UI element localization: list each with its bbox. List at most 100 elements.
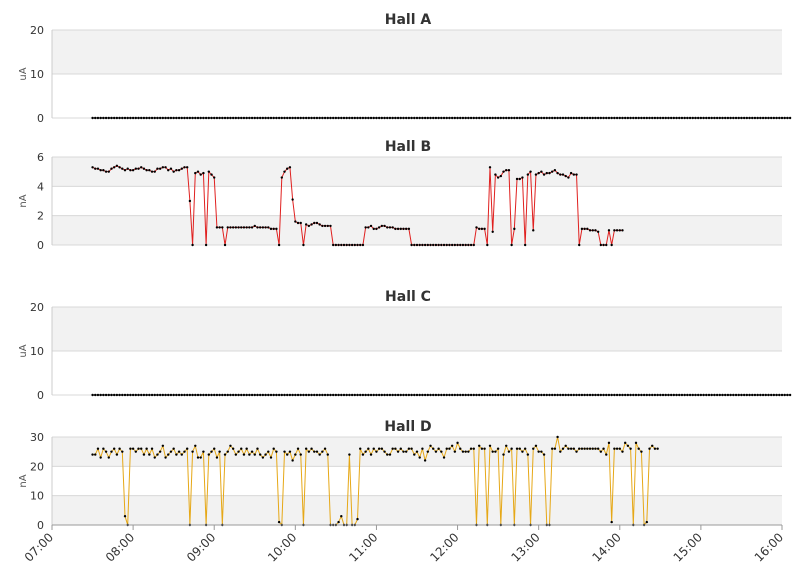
data-point xyxy=(226,116,229,120)
data-point xyxy=(418,243,421,247)
data-point xyxy=(556,393,559,397)
data-point xyxy=(356,243,359,247)
data-point xyxy=(140,116,143,120)
data-point xyxy=(753,116,757,120)
data-point xyxy=(645,393,649,397)
data-point xyxy=(550,116,554,120)
data-point xyxy=(691,393,694,397)
data-point xyxy=(153,456,156,459)
data-point xyxy=(369,393,373,397)
data-point xyxy=(602,116,605,120)
data-point xyxy=(572,393,576,397)
data-point xyxy=(96,393,100,397)
data-point xyxy=(450,444,454,447)
data-point xyxy=(169,116,173,120)
data-point xyxy=(426,450,430,453)
data-point xyxy=(464,393,467,397)
data-point xyxy=(313,450,316,453)
data-point xyxy=(632,393,635,397)
data-point xyxy=(445,393,448,397)
data-point xyxy=(778,393,781,397)
data-point xyxy=(437,447,440,450)
data-point xyxy=(172,170,175,173)
data-point xyxy=(499,116,503,120)
data-point xyxy=(361,453,365,456)
data-point xyxy=(732,393,735,397)
data-point xyxy=(167,169,170,172)
data-point xyxy=(569,447,573,450)
data-point xyxy=(542,393,546,397)
data-point xyxy=(426,393,430,397)
data-point xyxy=(505,393,508,397)
data-point xyxy=(588,393,592,397)
data-point xyxy=(567,393,570,397)
x-tick-label: 09:00 xyxy=(184,530,218,564)
data-point xyxy=(629,447,632,450)
data-point xyxy=(734,393,738,397)
data-point xyxy=(483,116,486,120)
data-point xyxy=(269,456,273,459)
data-point xyxy=(96,167,100,170)
data-point xyxy=(418,456,421,459)
data-point xyxy=(375,393,378,397)
data-point xyxy=(356,393,359,397)
data-point xyxy=(96,116,100,120)
data-point xyxy=(696,393,700,397)
data-point xyxy=(586,447,589,450)
data-point xyxy=(356,116,359,120)
data-point xyxy=(137,167,140,170)
data-point xyxy=(402,227,405,231)
data-point xyxy=(248,453,251,456)
data-point xyxy=(421,116,424,120)
data-point xyxy=(112,447,116,450)
data-point xyxy=(440,116,443,120)
data-point xyxy=(502,170,505,173)
data-point xyxy=(480,393,484,397)
data-point xyxy=(634,441,638,445)
data-point xyxy=(180,393,183,397)
data-point xyxy=(123,169,127,172)
data-point xyxy=(394,227,397,231)
data-point xyxy=(356,517,359,521)
data-point xyxy=(496,447,500,450)
data-point xyxy=(607,441,611,445)
data-point xyxy=(407,393,411,397)
data-point xyxy=(364,116,367,120)
data-point xyxy=(661,116,665,120)
data-point xyxy=(521,393,524,397)
panel-title: Hall B xyxy=(385,139,431,155)
data-point xyxy=(367,447,370,450)
data-point xyxy=(450,243,454,247)
data-point xyxy=(605,393,608,397)
data-point xyxy=(569,116,573,120)
data-point xyxy=(442,243,446,247)
data-point xyxy=(775,393,778,397)
data-point xyxy=(107,393,110,397)
data-point xyxy=(496,176,500,179)
data-point xyxy=(775,116,778,120)
data-point xyxy=(250,116,254,120)
data-point xyxy=(229,116,232,120)
data-point xyxy=(410,116,413,120)
data-point xyxy=(453,393,457,397)
data-point xyxy=(207,116,211,120)
data-point xyxy=(272,447,275,450)
data-point xyxy=(580,447,584,450)
data-point xyxy=(402,393,405,397)
data-point xyxy=(407,447,411,450)
data-point xyxy=(675,393,678,397)
data-point xyxy=(188,393,192,397)
data-point xyxy=(491,393,494,397)
data-point xyxy=(623,441,627,445)
data-point xyxy=(669,393,673,397)
data-point xyxy=(213,393,216,397)
data-point xyxy=(288,116,292,120)
data-point xyxy=(326,224,329,228)
data-point xyxy=(329,224,332,228)
x-tick-label: 14:00 xyxy=(590,530,624,564)
data-point xyxy=(296,116,300,120)
panel-hall-a: Hall A 0 10 20 uA xyxy=(18,12,792,125)
data-point xyxy=(240,393,243,397)
data-point xyxy=(172,447,175,450)
data-point xyxy=(715,116,719,120)
